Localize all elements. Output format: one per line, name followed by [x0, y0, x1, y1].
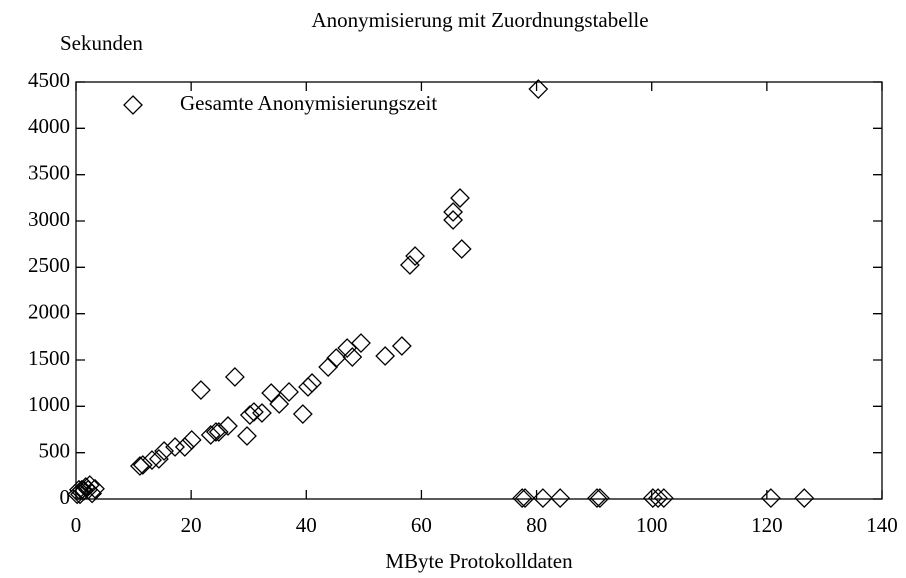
y-tick-label: 4000 — [28, 114, 70, 138]
point — [587, 488, 607, 508]
point — [642, 488, 663, 508]
point — [532, 488, 553, 508]
point — [200, 425, 221, 445]
x-tick-label: 40 — [296, 513, 317, 537]
point — [68, 479, 89, 500]
x-tick-label: 120 — [751, 513, 783, 537]
point — [375, 346, 396, 366]
point — [648, 488, 668, 508]
point — [443, 202, 464, 222]
y-tick-label: 3000 — [28, 207, 70, 231]
point — [218, 416, 238, 436]
point — [794, 488, 815, 508]
point — [528, 79, 549, 99]
point — [298, 377, 318, 397]
point — [391, 336, 412, 356]
y-tick-label: 500 — [39, 438, 71, 462]
legend-marker — [123, 95, 143, 115]
point — [79, 475, 100, 496]
point — [405, 246, 426, 266]
point — [760, 488, 781, 508]
point — [450, 188, 470, 208]
point — [589, 488, 610, 508]
x-tick-label: 60 — [411, 513, 432, 537]
legend-label: Gesamte Anonymisierungszeit — [180, 91, 437, 115]
point — [224, 367, 245, 387]
point — [239, 405, 260, 425]
x-axis-label: MByte Protokolldaten — [385, 549, 573, 573]
point — [653, 488, 674, 508]
y-tick-label: 1000 — [28, 392, 70, 416]
point — [191, 380, 211, 400]
point — [148, 449, 169, 469]
point — [165, 437, 185, 457]
y-tick-label: 3500 — [28, 160, 70, 184]
point — [208, 422, 229, 442]
y-tick-label: 0 — [60, 485, 71, 509]
point — [292, 404, 313, 424]
point — [85, 478, 105, 499]
chart-title: Anonymisierung mit Zuordnungstabelle — [311, 8, 648, 32]
point — [302, 373, 322, 393]
x-tick-label: 20 — [181, 513, 202, 537]
point — [181, 430, 202, 450]
point — [451, 239, 472, 259]
x-tick-label: 80 — [526, 513, 547, 537]
point — [237, 426, 257, 446]
point — [269, 394, 290, 414]
plot-frame — [75, 81, 883, 500]
point — [174, 437, 195, 457]
point — [243, 402, 264, 422]
point — [154, 441, 175, 461]
point — [342, 347, 363, 367]
point — [550, 488, 571, 508]
point — [142, 450, 162, 470]
point — [443, 210, 464, 230]
point — [132, 455, 153, 475]
point — [279, 382, 299, 402]
y-tick-label: 2500 — [28, 253, 70, 277]
x-tick-label: 0 — [71, 513, 82, 537]
point — [399, 255, 420, 275]
x-tick-label: 140 — [866, 513, 898, 537]
y-axis-label: Sekunden — [60, 31, 143, 55]
point — [326, 348, 347, 368]
y-tick-label: 1500 — [28, 346, 70, 370]
x-tick-label: 100 — [636, 513, 668, 537]
point — [82, 483, 103, 504]
point — [512, 488, 533, 508]
y-tick-label: 4500 — [28, 68, 70, 92]
point — [318, 357, 339, 377]
point — [515, 488, 535, 508]
y-tick-label: 2000 — [28, 299, 70, 323]
point — [252, 403, 272, 423]
point — [261, 383, 282, 403]
point — [351, 333, 371, 353]
